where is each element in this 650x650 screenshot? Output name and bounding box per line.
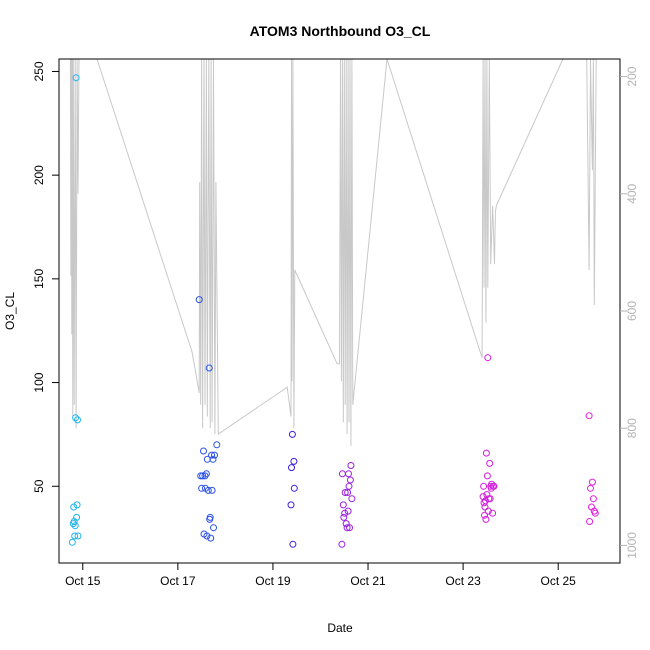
data-point <box>346 476 354 484</box>
y-axis-label: O3_CL <box>3 292 17 330</box>
data-point <box>342 520 350 528</box>
y2-tick-label: 1000 <box>625 532 639 559</box>
data-point <box>343 524 351 532</box>
data-point <box>208 451 216 459</box>
data-point <box>73 513 81 521</box>
data-point <box>202 470 210 478</box>
points-layer <box>68 74 599 548</box>
x-tick-label: Oct 25 <box>541 574 577 588</box>
data-point <box>73 501 81 509</box>
data-point <box>346 524 353 532</box>
data-point <box>290 457 298 465</box>
data-point <box>203 532 211 540</box>
data-point <box>338 470 346 478</box>
data-point <box>591 509 599 517</box>
data-point <box>483 472 491 480</box>
x-tick-label: Oct 19 <box>255 574 291 588</box>
data-point <box>345 470 352 478</box>
data-point <box>209 455 217 463</box>
data-point <box>195 296 203 304</box>
data-point <box>206 513 214 521</box>
x-axis-label: Date <box>327 621 353 635</box>
data-point <box>339 501 347 509</box>
y-tick-label: 200 <box>32 165 46 185</box>
data-point <box>482 449 490 457</box>
data-point <box>341 489 349 496</box>
data-point <box>481 503 489 511</box>
data-point <box>480 499 488 507</box>
data-point <box>480 482 488 490</box>
pressure-trace <box>69 58 597 446</box>
data-point <box>198 484 206 492</box>
data-point <box>205 364 213 372</box>
data-point <box>484 507 492 515</box>
data-point <box>489 509 497 517</box>
data-point <box>208 486 216 494</box>
y-tick-label: 250 <box>32 61 46 81</box>
data-point <box>68 538 76 546</box>
data-point <box>72 414 80 422</box>
chart-title: ATOM3 Northbound O3_CL <box>250 23 431 39</box>
data-point <box>586 518 594 525</box>
data-point <box>71 522 79 530</box>
data-point <box>288 464 295 472</box>
y2-tick-label: 600 <box>625 301 639 321</box>
data-point <box>347 462 355 469</box>
data-point <box>289 540 297 548</box>
x-tick-label: Oct 21 <box>350 574 386 588</box>
data-point <box>481 511 488 519</box>
data-point <box>200 447 207 455</box>
y-tick-label: 100 <box>32 372 46 392</box>
data-point <box>490 482 498 490</box>
data-point <box>585 412 593 420</box>
data-point <box>589 495 597 503</box>
x-tick-label: Oct 17 <box>160 574 196 588</box>
data-point <box>74 532 82 540</box>
data-point <box>338 540 346 548</box>
y2-axis: 200 400 600 800 1000 <box>620 66 639 559</box>
data-point <box>290 484 298 492</box>
data-point <box>344 507 352 515</box>
x-tick-label: Oct 23 <box>445 574 481 588</box>
data-point <box>199 472 207 480</box>
y-tick-label: 150 <box>32 269 46 289</box>
data-point <box>345 482 353 490</box>
data-point <box>484 354 492 362</box>
data-point <box>207 534 215 542</box>
y-axis: 50 100 150 200 250 <box>32 61 59 493</box>
data-point <box>587 484 594 492</box>
y2-tick-label: 400 <box>625 183 639 203</box>
data-point <box>72 74 80 82</box>
data-point <box>288 430 296 438</box>
data-point <box>340 513 348 521</box>
data-point <box>213 441 221 449</box>
data-point <box>482 515 490 523</box>
data-point <box>287 501 295 509</box>
data-point <box>486 459 494 467</box>
data-point <box>70 503 78 511</box>
data-point <box>71 532 79 540</box>
data-point <box>486 495 494 503</box>
data-point <box>211 451 218 459</box>
x-axis: Oct 15 Oct 17 Oct 19 Oct 21 Oct 23 Oct 25 <box>65 563 576 588</box>
y2-tick-label: 200 <box>625 66 639 86</box>
y-tick-label: 50 <box>32 479 46 493</box>
y2-tick-label: 800 <box>625 418 639 438</box>
x-tick-label: Oct 15 <box>65 574 101 588</box>
data-point <box>341 509 349 517</box>
data-point <box>588 478 596 486</box>
data-point <box>74 416 81 424</box>
data-point <box>210 524 217 532</box>
data-point <box>204 486 212 494</box>
pressure-trace-line <box>69 58 597 446</box>
data-point <box>348 495 356 503</box>
